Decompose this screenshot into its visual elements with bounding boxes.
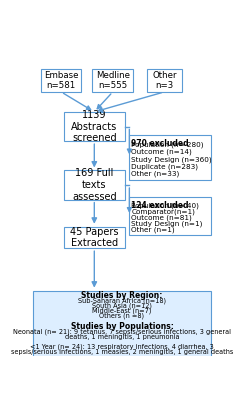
Text: 970 excluded: 970 excluded — [131, 139, 189, 148]
Text: Outcome (n=81): Outcome (n=81) — [131, 215, 192, 221]
Text: Studies by Region:: Studies by Region: — [81, 291, 163, 300]
FancyBboxPatch shape — [92, 69, 133, 92]
Text: South Asia (n=12): South Asia (n=12) — [92, 302, 152, 309]
Text: Study Design (n=360): Study Design (n=360) — [131, 156, 212, 162]
Text: Duplicate (n=283): Duplicate (n=283) — [131, 163, 198, 170]
Text: Embase
n=581: Embase n=581 — [44, 71, 78, 90]
Text: Outcome (n=14): Outcome (n=14) — [131, 149, 192, 156]
Text: Sub-Saharan Africa (n=18): Sub-Saharan Africa (n=18) — [78, 298, 166, 304]
Text: Middle-East (n=7): Middle-East (n=7) — [92, 308, 152, 314]
Text: Studies by Populations:: Studies by Populations: — [70, 322, 174, 331]
FancyBboxPatch shape — [129, 135, 211, 180]
Text: Comparator(n=1): Comparator(n=1) — [131, 209, 195, 215]
Text: deaths, 1 meningitis, 1 pneumonia: deaths, 1 meningitis, 1 pneumonia — [65, 334, 179, 340]
FancyBboxPatch shape — [33, 290, 211, 357]
Text: Population (n= 280): Population (n= 280) — [131, 142, 204, 148]
Text: Other (n=1): Other (n=1) — [131, 226, 175, 233]
Text: Other
n=3: Other n=3 — [152, 71, 177, 90]
Text: Neonatal (n= 21): 9 tetanus, 7 sepsis/serious infections, 3 general: Neonatal (n= 21): 9 tetanus, 7 sepsis/se… — [13, 328, 231, 335]
Text: <1 Year (n= 24): 13 respiratory infections, 4 diarrhea, 3: <1 Year (n= 24): 13 respiratory infectio… — [30, 344, 214, 350]
FancyBboxPatch shape — [41, 69, 81, 92]
Text: sepsis/serious infections, 1 measles, 2 meningitis, 1 general deaths: sepsis/serious infections, 1 measles, 2 … — [11, 349, 233, 355]
Text: Other (n=33): Other (n=33) — [131, 170, 179, 177]
FancyBboxPatch shape — [64, 170, 125, 200]
Text: Others (n =8): Others (n =8) — [99, 313, 144, 319]
Text: 124 excluded: 124 excluded — [131, 201, 189, 210]
FancyBboxPatch shape — [64, 227, 125, 248]
Text: 169 Full
texts
assessed: 169 Full texts assessed — [72, 168, 117, 202]
Text: Medline
n=555: Medline n=555 — [96, 71, 130, 90]
FancyBboxPatch shape — [147, 69, 182, 92]
Text: 45 Papers
Extracted: 45 Papers Extracted — [70, 227, 119, 248]
FancyBboxPatch shape — [129, 197, 211, 235]
Text: 1139
Abstracts
screened: 1139 Abstracts screened — [71, 110, 117, 143]
FancyBboxPatch shape — [64, 112, 125, 141]
Text: Population (n= 40): Population (n= 40) — [131, 203, 199, 209]
Text: Study Design (n=1): Study Design (n=1) — [131, 220, 203, 227]
